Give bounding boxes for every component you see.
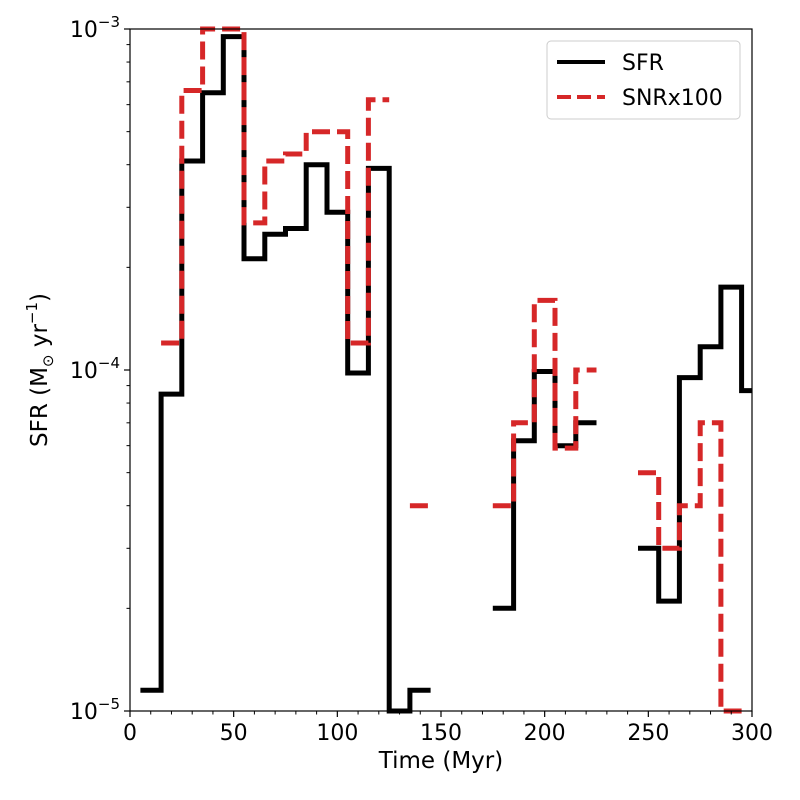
x-tick-label: 200 [524,721,566,746]
x-axis-label: Time (Myr) [378,748,503,774]
x-tick-label: 250 [627,721,669,746]
series-snr-step-segment-0 [161,26,390,346]
x-tick-label: 150 [420,721,462,746]
x-tick-label: 300 [731,721,773,746]
x-tick-label: 0 [123,721,137,746]
series-snr-step-segment-2 [492,297,597,509]
y-axis: 10−5 10−4 10−3 [70,13,130,725]
y-tick-label: 10−5 [70,695,120,725]
y-axis-label: SFR (M⊙ yr−1) [23,293,57,447]
x-axis: 0 50 100 150 200 250 300 [123,711,773,746]
series-snr-step-segment-3 [638,420,742,714]
x-tick-label: 50 [220,721,248,746]
series-sfr-step-segment-2 [638,284,752,604]
y-axis-label-exponent: −1 [23,302,41,324]
series-layer [140,26,752,714]
y-tick-label: 10−3 [70,13,120,43]
legend-label-snr: SNRx100 [622,86,723,111]
legend-label-sfr: SFR [622,51,664,76]
x-tick-label: 100 [316,721,358,746]
y-axis-label-sun-symbol: ⊙ [39,354,57,367]
y-axis-label-unit: yr [27,324,53,355]
legend: SFR SNRx100 [546,40,741,120]
series-sfr-step-segment-1 [492,369,597,611]
y-axis-label-close: ) [27,293,53,302]
y-axis-label-main: SFR (M [27,367,53,447]
series-sfr-step-segment-0 [140,34,431,714]
y-tick-label: 10−4 [70,354,120,384]
